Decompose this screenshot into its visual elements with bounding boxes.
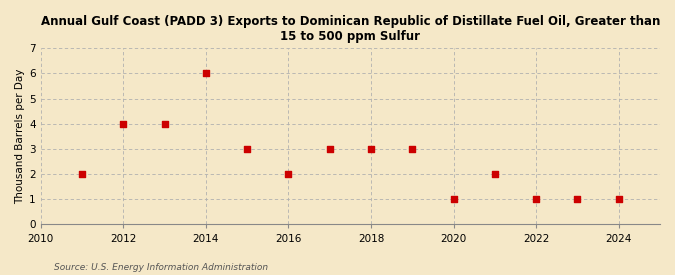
Point bbox=[614, 197, 624, 202]
Point bbox=[118, 122, 129, 126]
Point bbox=[283, 172, 294, 176]
Text: Source: U.S. Energy Information Administration: Source: U.S. Energy Information Administ… bbox=[54, 263, 268, 272]
Point bbox=[76, 172, 87, 176]
Title: Annual Gulf Coast (PADD 3) Exports to Dominican Republic of Distillate Fuel Oil,: Annual Gulf Coast (PADD 3) Exports to Do… bbox=[40, 15, 660, 43]
Y-axis label: Thousand Barrels per Day: Thousand Barrels per Day bbox=[15, 69, 25, 204]
Point bbox=[448, 197, 459, 202]
Point bbox=[200, 71, 211, 76]
Point bbox=[242, 147, 252, 151]
Point bbox=[159, 122, 170, 126]
Point bbox=[366, 147, 377, 151]
Point bbox=[489, 172, 500, 176]
Point bbox=[407, 147, 418, 151]
Point bbox=[531, 197, 541, 202]
Point bbox=[324, 147, 335, 151]
Point bbox=[572, 197, 583, 202]
